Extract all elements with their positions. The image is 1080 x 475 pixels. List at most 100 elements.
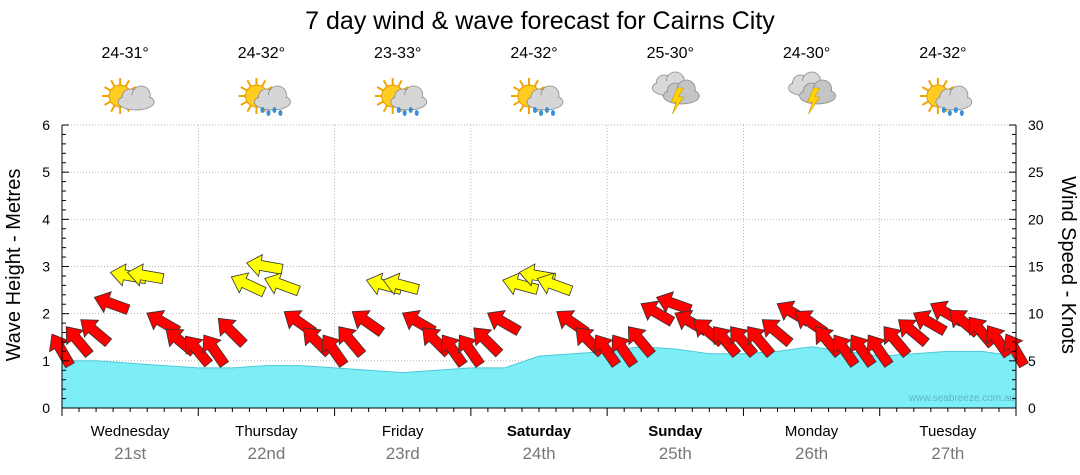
wind-arrow xyxy=(93,291,131,315)
wind-arrow xyxy=(594,334,621,368)
lightning-bolt xyxy=(807,87,821,115)
rain-drop xyxy=(266,110,271,116)
wind-arrow xyxy=(536,272,574,297)
y2-axis-label: Wind Speed - Knots xyxy=(1057,176,1079,354)
wind-arrow xyxy=(832,334,860,368)
wind-arrow-shape xyxy=(185,335,213,368)
wind-arrow xyxy=(502,272,540,296)
sun-ray xyxy=(104,86,112,92)
wind-arrow xyxy=(351,310,386,337)
temperature-label: 24-32° xyxy=(919,45,966,62)
wind-arrow-shape xyxy=(627,326,656,359)
wind-arrow xyxy=(487,310,522,336)
day-date-label: 25th xyxy=(659,444,692,463)
sun-cloud-rain-icon xyxy=(238,78,291,116)
wind-arrow-shape xyxy=(594,334,621,368)
day-name-label: Saturday xyxy=(507,423,572,440)
wind-arrow-shape xyxy=(747,326,776,359)
y-tick-label: 5 xyxy=(42,164,50,180)
y2-tick-label: 20 xyxy=(1028,211,1044,227)
wind-arrow-shape xyxy=(217,317,248,348)
day-name-label: Tuesday xyxy=(919,423,976,440)
cloud-fill xyxy=(119,95,154,109)
wind-arrow-shape xyxy=(655,291,693,315)
wind-arrow-shape xyxy=(264,272,301,297)
y-tick-label: 3 xyxy=(42,259,50,275)
wind-arrow xyxy=(202,334,230,368)
wind-arrow xyxy=(761,319,794,348)
cloud-fill xyxy=(528,95,562,109)
day-date-label: 27th xyxy=(931,444,964,463)
sun-ray xyxy=(519,105,525,113)
wind-arrow xyxy=(321,334,349,368)
chart-title: 7 day wind & wave forecast for Cairns Ci… xyxy=(305,7,775,35)
rain-drop xyxy=(408,107,413,113)
rain-drop xyxy=(551,110,555,116)
y2-tick-label: 5 xyxy=(1028,353,1036,369)
day-labels: Wednesday 21st Thursday 22nd Friday 23rd Satur… xyxy=(91,423,977,463)
wind-arrow-shape xyxy=(202,334,230,368)
cloud-fill xyxy=(255,95,290,109)
thunderstorm-icon xyxy=(788,71,836,115)
wave-line xyxy=(62,346,1017,374)
wind-arrow-shape xyxy=(897,319,930,348)
sun-ray xyxy=(376,100,384,106)
sun-ray xyxy=(246,79,252,87)
wind-arrow xyxy=(217,317,248,348)
sun-ray xyxy=(519,79,525,87)
rain-drop xyxy=(414,110,419,116)
wind-arrow xyxy=(65,326,94,359)
wind-arrow xyxy=(655,291,693,315)
wind-arrow-shape xyxy=(351,310,386,337)
wind-arrow-shape xyxy=(761,319,794,348)
wind-arrow-shape xyxy=(849,334,877,368)
rain-drop xyxy=(396,107,401,113)
day-date-label: 26th xyxy=(795,444,828,463)
y-tick-label: 1 xyxy=(42,353,50,369)
wind-arrow-shape xyxy=(458,334,485,368)
y2-tick-label: 30 xyxy=(1028,117,1044,133)
sun-ray xyxy=(921,100,929,106)
sun-cloud-rain-icon xyxy=(374,78,428,116)
wind-arrow-shape xyxy=(80,319,113,348)
rain-drop xyxy=(260,107,265,113)
sun-ray xyxy=(927,105,934,113)
temperature-label: 24-31° xyxy=(101,45,148,62)
thunderstorm-icon xyxy=(651,71,700,115)
wind-arrow xyxy=(627,326,656,359)
day-date-label: 22nd xyxy=(248,444,286,463)
rain-drop xyxy=(953,107,958,113)
temperature-label: 23-33° xyxy=(374,45,421,62)
axes: 0 1 2 3 4 5 6 0 5 10 15 20 25 30 xyxy=(42,117,1044,416)
weather-row: 24-31° 24-32° 23-33° 24-32° 25-30° 24-30° 24-3… xyxy=(101,45,973,116)
temperature-label: 24-32° xyxy=(238,45,285,62)
rain-drop xyxy=(941,107,946,113)
sun-ray xyxy=(246,105,252,113)
rain-drop xyxy=(545,107,549,113)
sun-ray xyxy=(240,86,248,92)
wind-arrow xyxy=(611,334,639,368)
wind-arrow xyxy=(264,272,301,297)
day-date-label: 24th xyxy=(522,444,555,463)
wind-arrow xyxy=(382,272,420,296)
day-date-label: 23rd xyxy=(386,444,420,463)
wind-arrow xyxy=(185,335,213,368)
sun-cloud-rain-icon xyxy=(511,78,564,116)
cloud-fill xyxy=(391,95,426,109)
wind-arrow-shape xyxy=(338,326,367,359)
temperature-label: 24-30° xyxy=(783,45,830,62)
sun-ray xyxy=(376,86,384,92)
day-date-label: 21st xyxy=(114,444,146,463)
wind-arrow xyxy=(230,272,267,298)
rain-drop xyxy=(402,110,407,116)
lightning-bolt xyxy=(670,87,684,115)
day-name-label: Monday xyxy=(785,423,839,440)
wind-arrow xyxy=(883,326,912,359)
sun-cloud-rain-icon xyxy=(919,78,973,116)
sun-ray xyxy=(261,79,267,87)
wind-arrow-shape xyxy=(611,334,639,368)
day-name-label: Thursday xyxy=(235,423,298,440)
wind-arrow-shape xyxy=(126,263,165,287)
y2-tick-label: 25 xyxy=(1028,164,1044,180)
